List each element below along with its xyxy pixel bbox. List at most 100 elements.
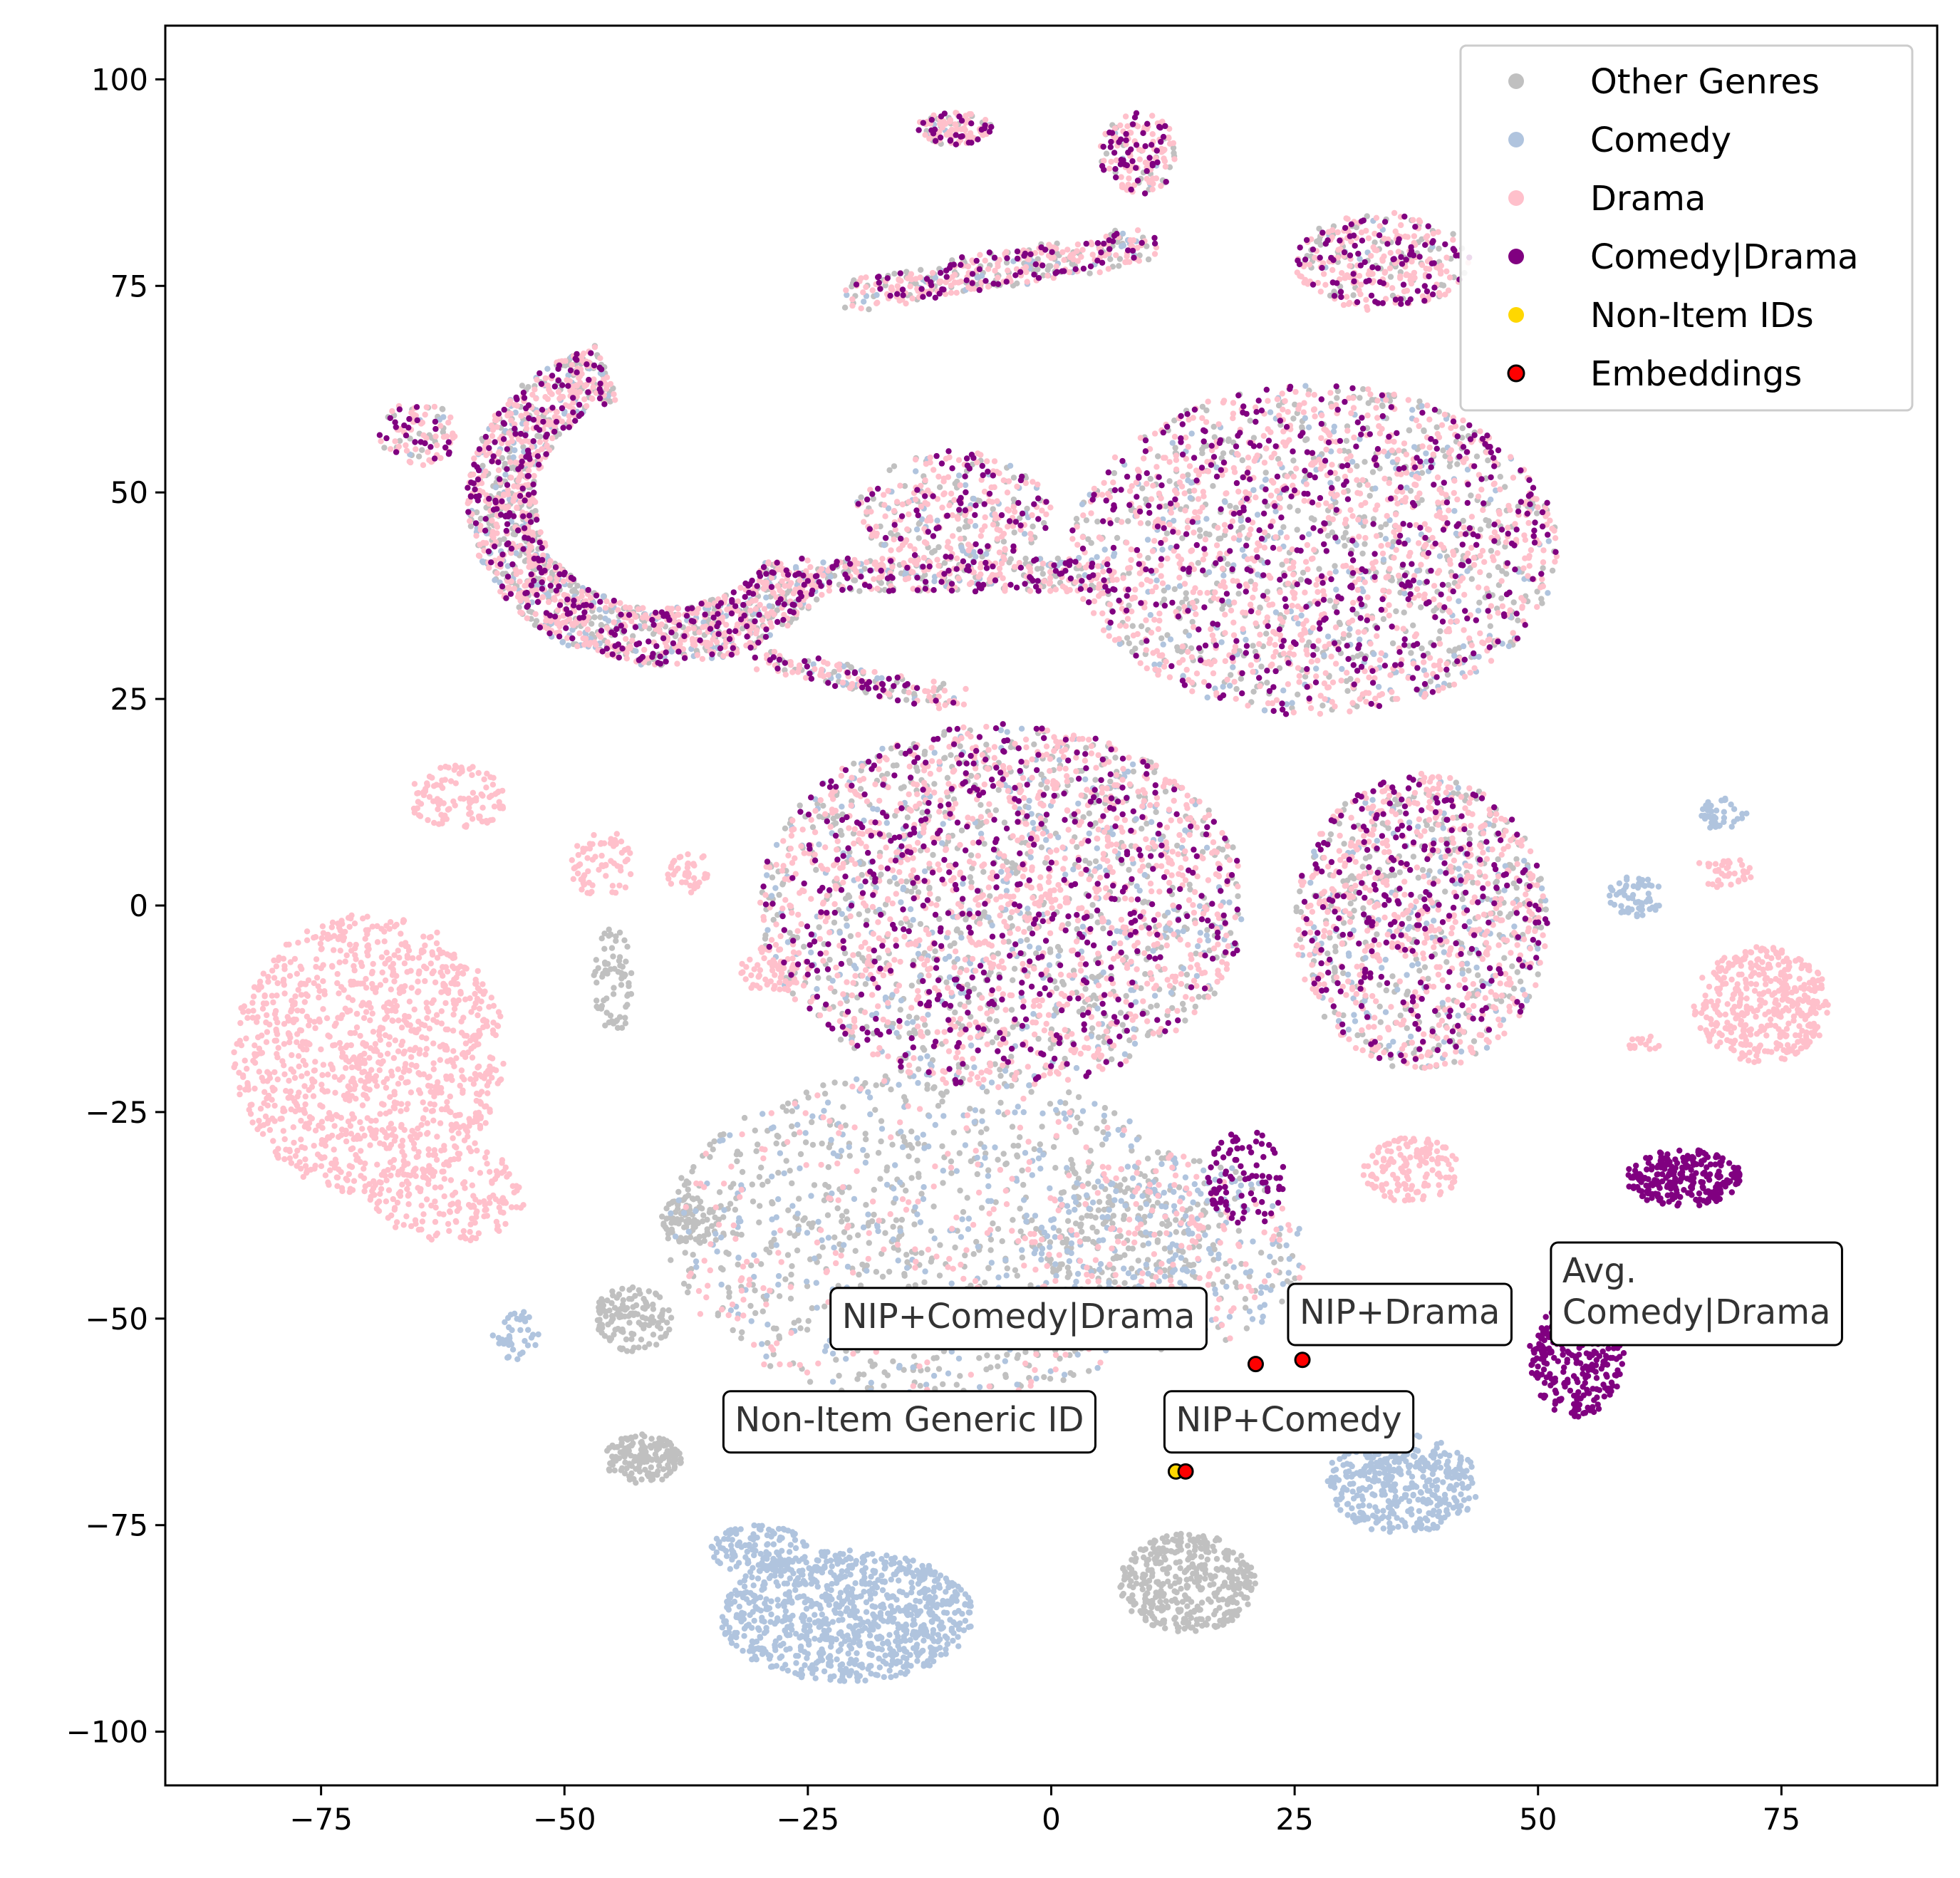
scatter-point bbox=[899, 1589, 906, 1596]
scatter-point bbox=[1121, 1252, 1128, 1258]
scatter-point bbox=[1164, 1570, 1171, 1577]
scatter-point bbox=[884, 771, 891, 777]
scatter-point bbox=[1440, 282, 1447, 289]
scatter-point bbox=[1204, 1556, 1211, 1563]
scatter-point bbox=[738, 1618, 745, 1625]
scatter-point bbox=[783, 1646, 789, 1653]
scatter-point bbox=[842, 1080, 849, 1087]
scatter-point bbox=[1421, 964, 1428, 970]
scatter-point bbox=[1148, 1004, 1154, 1010]
scatter-point bbox=[1148, 1604, 1155, 1611]
scatter-point bbox=[854, 1650, 860, 1656]
scatter-point bbox=[844, 1216, 851, 1223]
scatter-point bbox=[1347, 901, 1354, 907]
scatter-point bbox=[862, 1131, 868, 1137]
scatter-point bbox=[834, 1656, 840, 1663]
scatter-point bbox=[1178, 1607, 1184, 1613]
scatter-point bbox=[1389, 1063, 1396, 1069]
scatter-point bbox=[1442, 888, 1448, 895]
scatter-point bbox=[985, 1167, 992, 1173]
scatter-point bbox=[1141, 1173, 1148, 1180]
scatter-point bbox=[623, 1348, 631, 1354]
scatter-point bbox=[1334, 475, 1341, 482]
scatter-point bbox=[1129, 623, 1136, 629]
scatter-point bbox=[1334, 395, 1340, 401]
scatter-point bbox=[750, 1582, 757, 1589]
scatter-point bbox=[1206, 531, 1213, 538]
scatter-point bbox=[1014, 280, 1020, 286]
scatter-point bbox=[1444, 671, 1451, 678]
scatter-point bbox=[1099, 1141, 1106, 1148]
scatter-point bbox=[928, 1648, 935, 1655]
scatter-point bbox=[773, 1325, 779, 1332]
scatter-point bbox=[780, 1641, 787, 1647]
scatter-point bbox=[868, 1651, 875, 1659]
scatter-point bbox=[940, 1381, 946, 1388]
scatter-point bbox=[1487, 623, 1493, 629]
scatter-point bbox=[1485, 572, 1493, 579]
scatter-point bbox=[598, 1304, 605, 1310]
scatter-point bbox=[928, 1258, 935, 1265]
scatter-point bbox=[861, 1371, 867, 1378]
scatter-point bbox=[903, 1570, 910, 1577]
scatter-point bbox=[909, 1631, 916, 1638]
scatter-point bbox=[840, 1104, 846, 1110]
scatter-point bbox=[660, 1455, 667, 1461]
scatter-point bbox=[593, 980, 600, 986]
scatter-point bbox=[1188, 1599, 1195, 1605]
scatter-point bbox=[913, 764, 920, 771]
scatter-point bbox=[843, 1556, 849, 1563]
scatter-point bbox=[664, 1319, 670, 1326]
scatter-point bbox=[1485, 457, 1491, 464]
scatter-point bbox=[755, 1575, 762, 1582]
scatter-point bbox=[749, 1574, 755, 1581]
scatter-point bbox=[739, 1168, 746, 1176]
scatter-point bbox=[623, 1336, 630, 1343]
scatter-point bbox=[1210, 1543, 1216, 1550]
scatter-point bbox=[1198, 1599, 1205, 1606]
scatter-point bbox=[632, 1433, 639, 1440]
scatter-point bbox=[611, 985, 617, 991]
scatter-point bbox=[1084, 1213, 1091, 1219]
scatter-point bbox=[836, 1372, 842, 1379]
scatter-point bbox=[1050, 1143, 1057, 1151]
scatter-point bbox=[881, 1674, 888, 1681]
scatter-point bbox=[797, 802, 803, 809]
scatter-point bbox=[1495, 564, 1501, 571]
scatter-point bbox=[1126, 1582, 1133, 1589]
scatter-point bbox=[1181, 1006, 1187, 1013]
scatter-point bbox=[1151, 1549, 1158, 1555]
scatter-point bbox=[1287, 504, 1293, 510]
scatter-point bbox=[1510, 599, 1517, 606]
scatter-point bbox=[878, 1118, 885, 1124]
scatter-point bbox=[763, 1624, 769, 1631]
scatter-point bbox=[1198, 1545, 1205, 1552]
scatter-point bbox=[965, 1594, 972, 1601]
scatter-point bbox=[956, 526, 963, 533]
scatter-point bbox=[895, 1643, 901, 1649]
scatter-point bbox=[1446, 648, 1453, 654]
scatter-point bbox=[1145, 555, 1151, 561]
scatter-point bbox=[840, 1551, 846, 1557]
scatter-point bbox=[1173, 1589, 1180, 1596]
scatter-point bbox=[786, 1594, 793, 1600]
scatter-point bbox=[822, 1181, 829, 1188]
scatter-point bbox=[836, 1604, 842, 1610]
scatter-point bbox=[904, 814, 911, 821]
scatter-point bbox=[856, 588, 863, 594]
scatter-point bbox=[1121, 1573, 1128, 1579]
scatter-point bbox=[1360, 905, 1367, 912]
scatter-point bbox=[656, 1294, 663, 1301]
scatter-point bbox=[820, 802, 826, 809]
scatter-point bbox=[618, 1436, 625, 1443]
scatter-point bbox=[737, 1579, 744, 1586]
scatter-point bbox=[775, 1169, 782, 1176]
scatter-point bbox=[1264, 680, 1270, 686]
scatter-point bbox=[1010, 474, 1017, 481]
scatter-point bbox=[1535, 971, 1541, 977]
scatter-point bbox=[519, 383, 526, 389]
scatter-point bbox=[839, 1213, 846, 1219]
scatter-point bbox=[794, 1574, 802, 1582]
scatter-point bbox=[610, 953, 616, 960]
scatter-point bbox=[775, 1602, 782, 1609]
